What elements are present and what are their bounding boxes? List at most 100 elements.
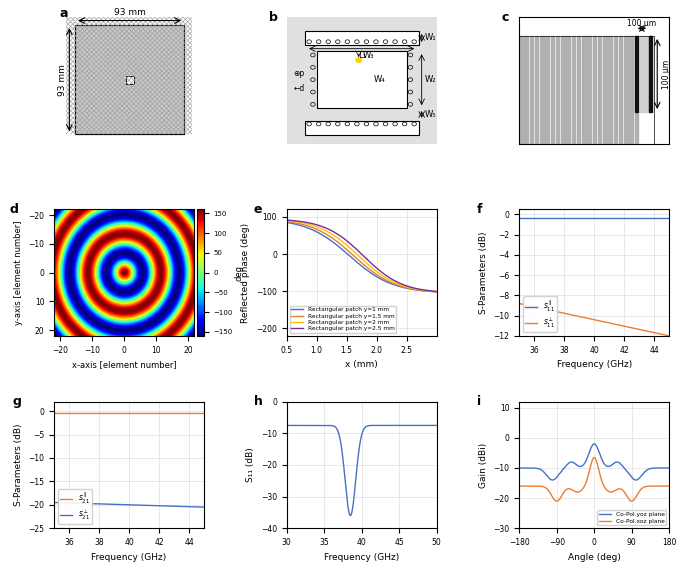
Rectangular patch y=2 mm [377, 272, 385, 278]
Line: Rectangular patch y=2.5 mm: Rectangular patch y=2.5 mm [287, 220, 437, 291]
Text: ←d: ←d [293, 83, 305, 93]
Rectangular patch y=1.5 mm [301, 222, 309, 228]
Bar [305, 121, 418, 135]
Co-Pol.xoz plane [590, 454, 598, 461]
X-axis label: x-axis [element number]: x-axis [element number] [72, 360, 176, 369]
Y-axis label: S-Parameters (dB): S-Parameters (dB) [479, 231, 488, 314]
Co-Pol.xoz plane [523, 483, 531, 490]
Rectangular patch y=1.5 mm [377, 274, 385, 281]
Bar [572, 36, 575, 144]
Bar [635, 36, 638, 144]
Co-Pol.xoz plane [588, 457, 596, 463]
Bar [566, 36, 570, 144]
X-axis label: x (mm): x (mm) [345, 360, 378, 369]
Bar [75, 25, 184, 134]
Rectangular patch y=2.5 mm [391, 278, 400, 285]
Line: Co-Pol.xoz plane: Co-Pol.xoz plane [519, 458, 669, 501]
Co-Pol.yoz plane [584, 452, 592, 458]
Bar [614, 36, 617, 144]
Rectangular patch y=2.5 mm [301, 219, 309, 225]
Co-Pol.yoz plane [590, 440, 598, 447]
Bar [577, 36, 580, 144]
Circle shape [356, 58, 362, 62]
X-axis label: Frequency (GHz): Frequency (GHz) [324, 553, 400, 562]
Text: W₂: W₂ [425, 75, 436, 84]
Bar [624, 36, 627, 144]
Bar [546, 36, 549, 144]
Text: W₄: W₄ [374, 75, 385, 84]
Rectangular patch y=1 mm [342, 249, 350, 256]
Text: h: h [254, 395, 262, 408]
Co-Pol.xoz plane [661, 483, 669, 490]
Text: c: c [501, 11, 508, 24]
Bar [530, 36, 533, 144]
Bar [305, 31, 418, 45]
Bar [75, 25, 184, 134]
Line: Rectangular patch y=1 mm: Rectangular patch y=1 mm [287, 223, 437, 292]
Rectangular patch y=1.5 mm [391, 281, 399, 287]
Rectangular patch y=2.5 mm [391, 277, 399, 284]
Bar [561, 36, 564, 144]
Co-Pol.yoz plane [588, 442, 596, 449]
Co-Pol.yoz plane [523, 465, 531, 471]
Bar [519, 36, 654, 144]
Co-Pol.xoz plane [633, 491, 642, 498]
Legend: $s_{21}^{\parallel}$, $s_{21}^{\perp}$: $s_{21}^{\parallel}$, $s_{21}^{\perp}$ [58, 488, 93, 524]
Bar [593, 36, 596, 144]
Co-Pol.xoz plane [661, 483, 669, 490]
Legend: $s_{11}^{\parallel}$, $s_{11}^{\perp}$: $s_{11}^{\parallel}$, $s_{11}^{\perp}$ [523, 296, 558, 332]
Text: 100 μm: 100 μm [662, 60, 671, 89]
Co-Pol.xoz plane [553, 498, 561, 504]
Line: Rectangular patch y=2 mm: Rectangular patch y=2 mm [287, 220, 437, 291]
Co-Pol.yoz plane [515, 465, 523, 471]
Rectangular patch y=2 mm [283, 217, 291, 224]
Rectangular patch y=1.5 mm [331, 237, 339, 244]
Co-Pol.yoz plane [633, 476, 642, 483]
Co-Pol.yoz plane [665, 465, 673, 471]
Rectangular patch y=2 mm [433, 288, 441, 295]
Bar [603, 36, 606, 144]
Co-Pol.yoz plane [661, 465, 669, 471]
X-axis label: Angle (deg): Angle (deg) [568, 553, 621, 562]
Line: Rectangular patch y=1.5 mm: Rectangular patch y=1.5 mm [287, 222, 437, 292]
Text: e: e [254, 203, 262, 216]
Bar [525, 36, 528, 144]
Rectangular patch y=2 mm [342, 241, 350, 248]
Co-Pol.xoz plane [515, 483, 523, 490]
Co-Pol.yoz plane [661, 465, 669, 471]
Rectangular patch y=1.5 mm [283, 218, 291, 225]
Rectangular patch y=1.5 mm [342, 245, 350, 252]
Rectangular patch y=1 mm [283, 219, 291, 226]
Bar [519, 36, 523, 144]
Text: d: d [9, 203, 18, 216]
Text: a: a [59, 7, 68, 20]
Co-Pol.xoz plane [665, 483, 673, 490]
Bar [629, 36, 633, 144]
Y-axis label: y-axis [element number]: y-axis [element number] [14, 220, 23, 325]
Rectangular patch y=1.5 mm [391, 281, 400, 288]
Text: L₁: L₁ [358, 51, 366, 60]
Text: W₁: W₁ [425, 34, 436, 43]
Y-axis label: S₁₁ (dB): S₁₁ (dB) [246, 448, 256, 482]
Bar [535, 36, 538, 144]
Y-axis label: deg: deg [234, 265, 243, 281]
Rectangular patch y=2.5 mm [283, 216, 291, 223]
Y-axis label: S-Parameters (dB): S-Parameters (dB) [14, 424, 23, 506]
Co-Pol.yoz plane [548, 477, 556, 483]
Text: g: g [12, 395, 21, 408]
Text: 100 μm: 100 μm [627, 19, 656, 28]
Bar [649, 36, 652, 112]
Line: Co-Pol.yoz plane: Co-Pol.yoz plane [519, 444, 669, 480]
Text: ⊕p: ⊕p [293, 69, 305, 78]
Bar [619, 36, 623, 144]
Bar [598, 36, 601, 144]
Bar [635, 36, 638, 112]
Rectangular patch y=2.5 mm [331, 229, 339, 236]
Text: W₅: W₅ [425, 110, 436, 119]
Bar [540, 36, 544, 144]
Y-axis label: Gain (dBi): Gain (dBi) [479, 442, 488, 487]
Rectangular patch y=1 mm [301, 223, 309, 230]
Rectangular patch y=2 mm [391, 279, 399, 286]
Bar [551, 36, 554, 144]
Text: 93 mm: 93 mm [114, 8, 145, 17]
